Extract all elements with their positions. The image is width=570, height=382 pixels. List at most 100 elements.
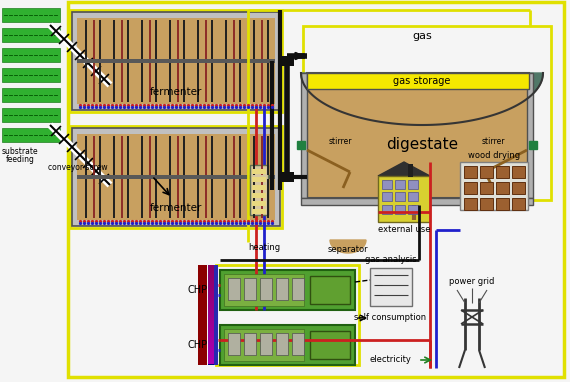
- Bar: [208, 341, 214, 344]
- Bar: [382, 205, 392, 214]
- Bar: [208, 311, 214, 314]
- Bar: [464, 182, 477, 194]
- Text: conveyor screw: conveyor screw: [48, 163, 108, 173]
- Text: —: —: [376, 272, 383, 278]
- Bar: [208, 359, 214, 362]
- Bar: [208, 277, 214, 280]
- Bar: [512, 166, 525, 178]
- Bar: [527, 73, 533, 198]
- Bar: [276, 333, 288, 355]
- Bar: [496, 198, 509, 210]
- Bar: [512, 182, 525, 194]
- Text: power grid: power grid: [449, 277, 495, 286]
- Bar: [408, 180, 418, 189]
- Bar: [70, 10, 282, 112]
- Bar: [208, 329, 214, 332]
- Bar: [208, 279, 214, 282]
- Bar: [228, 278, 240, 300]
- Bar: [208, 333, 214, 336]
- Bar: [220, 270, 355, 310]
- Polygon shape: [330, 240, 366, 253]
- Bar: [208, 267, 214, 270]
- Text: self consumption: self consumption: [354, 314, 426, 322]
- Bar: [382, 180, 392, 189]
- Bar: [208, 353, 214, 356]
- Bar: [208, 355, 214, 358]
- Bar: [310, 276, 350, 304]
- Bar: [214, 265, 218, 365]
- Bar: [77, 134, 275, 220]
- Bar: [496, 166, 509, 178]
- Bar: [208, 281, 214, 284]
- Bar: [2, 68, 60, 82]
- Bar: [208, 289, 214, 292]
- Bar: [208, 351, 214, 354]
- Bar: [276, 278, 288, 300]
- Bar: [72, 128, 280, 226]
- Bar: [208, 273, 214, 276]
- Bar: [208, 265, 214, 365]
- Bar: [292, 333, 304, 355]
- Bar: [260, 333, 272, 355]
- Bar: [382, 192, 392, 201]
- Bar: [208, 339, 214, 342]
- Bar: [208, 335, 214, 338]
- Text: fermenter: fermenter: [150, 203, 202, 213]
- Bar: [2, 8, 60, 22]
- Bar: [198, 265, 207, 365]
- Bar: [260, 278, 272, 300]
- Bar: [208, 275, 214, 278]
- Bar: [252, 177, 266, 182]
- Bar: [378, 176, 430, 222]
- Bar: [208, 299, 214, 302]
- Bar: [208, 305, 214, 308]
- Bar: [208, 271, 214, 274]
- Text: gas analysis: gas analysis: [365, 256, 417, 264]
- Bar: [208, 309, 214, 312]
- Bar: [208, 331, 214, 334]
- Bar: [2, 48, 60, 62]
- Bar: [216, 265, 359, 365]
- Text: stirrer: stirrer: [328, 138, 352, 147]
- Bar: [307, 73, 529, 89]
- Bar: [208, 303, 214, 306]
- Bar: [307, 73, 529, 198]
- Bar: [250, 165, 268, 215]
- Bar: [208, 349, 214, 352]
- Bar: [208, 347, 214, 350]
- Bar: [68, 2, 564, 377]
- Bar: [208, 291, 214, 294]
- Text: gas: gas: [412, 31, 432, 41]
- Bar: [2, 88, 60, 102]
- Bar: [408, 205, 418, 214]
- Bar: [208, 345, 214, 348]
- Bar: [292, 278, 304, 300]
- Bar: [301, 198, 533, 205]
- Bar: [480, 166, 493, 178]
- Bar: [208, 265, 214, 268]
- Bar: [72, 12, 280, 110]
- Bar: [244, 278, 256, 300]
- Text: separator: separator: [328, 246, 368, 254]
- Bar: [280, 172, 294, 182]
- Bar: [301, 73, 307, 198]
- Bar: [208, 301, 214, 304]
- Bar: [208, 315, 214, 318]
- Text: stirrer: stirrer: [481, 138, 505, 147]
- Bar: [395, 180, 405, 189]
- Bar: [460, 162, 528, 210]
- Bar: [252, 185, 266, 190]
- Text: CHP: CHP: [188, 340, 208, 350]
- Bar: [280, 56, 294, 66]
- Bar: [208, 361, 214, 364]
- Polygon shape: [301, 73, 543, 125]
- Bar: [244, 333, 256, 355]
- Text: digestate: digestate: [386, 138, 458, 152]
- Text: gas storage: gas storage: [393, 76, 451, 86]
- Bar: [408, 192, 418, 201]
- Text: heating: heating: [248, 243, 280, 253]
- Bar: [208, 337, 214, 340]
- Bar: [480, 182, 493, 194]
- Bar: [70, 126, 282, 228]
- Text: electricity: electricity: [369, 356, 411, 364]
